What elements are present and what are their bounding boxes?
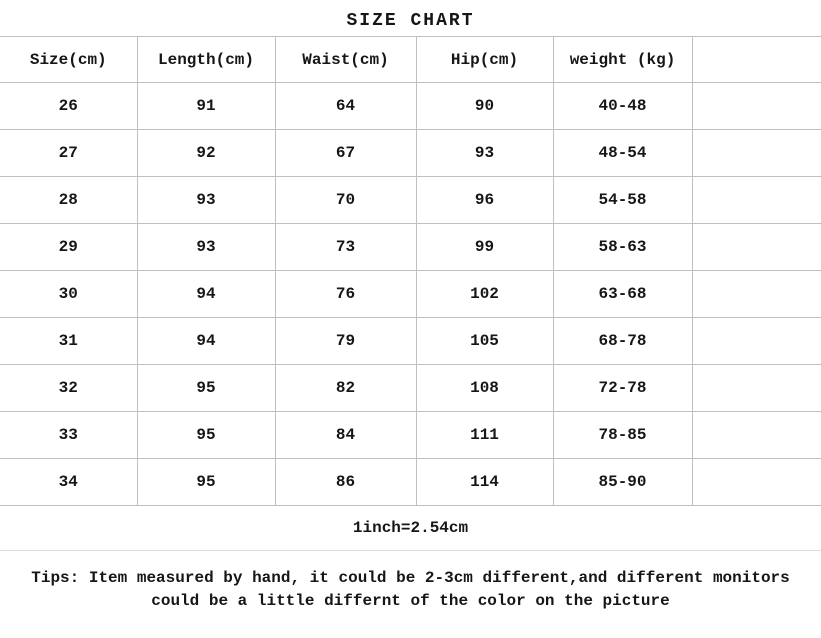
column-header-size: Size(cm) [0,36,138,83]
cell-empty [691,317,821,365]
cell-weight: 63-68 [552,270,693,318]
cell-length: 95 [136,458,276,506]
cell-weight: 78-85 [552,411,693,459]
cell-empty [691,458,821,506]
cell-length: 91 [136,82,276,130]
table-row: 33 95 84 111 78-85 [0,411,821,459]
cell-hip: 111 [415,411,554,459]
tips-line-1: Tips: Item measured by hand, it could be… [31,569,790,587]
cell-size: 28 [0,176,138,224]
cell-waist: 70 [274,176,417,224]
cell-size: 34 [0,458,138,506]
column-header-length: Length(cm) [136,36,276,83]
cell-empty [691,176,821,224]
tips-text: Tips: Item measured by hand, it could be… [0,567,821,613]
cell-length: 94 [136,270,276,318]
cell-size: 33 [0,411,138,459]
cell-length: 92 [136,129,276,177]
cell-weight: 40-48 [552,82,693,130]
column-header-hip: Hip(cm) [415,36,554,83]
table-footer: 1inch=2.54cm [0,505,821,551]
cell-waist: 84 [274,411,417,459]
table-row: 28 93 70 96 54-58 [0,176,821,224]
cell-empty [691,364,821,412]
table-row: 29 93 73 99 58-63 [0,223,821,271]
cell-size: 32 [0,364,138,412]
cell-hip: 114 [415,458,554,506]
cell-empty [691,223,821,271]
column-header-waist: Waist(cm) [274,36,417,83]
cell-length: 94 [136,317,276,365]
cell-hip: 99 [415,223,554,271]
cell-waist: 73 [274,223,417,271]
cell-weight: 85-90 [552,458,693,506]
cell-empty [691,411,821,459]
cell-weight: 72-78 [552,364,693,412]
header-row: Size(cm) Length(cm) Waist(cm) Hip(cm) we… [0,36,821,83]
cell-empty [691,82,821,130]
cell-hip: 105 [415,317,554,365]
table-row: 31 94 79 105 68-78 [0,317,821,365]
cell-waist: 82 [274,364,417,412]
conversion-note: 1inch=2.54cm [0,505,821,551]
table-row: 30 94 76 102 63-68 [0,270,821,318]
conversion-row: 1inch=2.54cm [0,505,821,551]
cell-weight: 58-63 [552,223,693,271]
cell-size: 30 [0,270,138,318]
cell-size: 27 [0,129,138,177]
cell-waist: 67 [274,129,417,177]
cell-waist: 76 [274,270,417,318]
cell-size: 29 [0,223,138,271]
cell-length: 95 [136,364,276,412]
cell-length: 93 [136,176,276,224]
cell-weight: 68-78 [552,317,693,365]
cell-waist: 64 [274,82,417,130]
table-row: 27 92 67 93 48-54 [0,129,821,177]
cell-empty [691,129,821,177]
column-header-empty [691,36,821,83]
table-row: 32 95 82 108 72-78 [0,364,821,412]
cell-weight: 54-58 [552,176,693,224]
cell-hip: 108 [415,364,554,412]
table-header: Size(cm) Length(cm) Waist(cm) Hip(cm) we… [0,36,821,83]
cell-hip: 90 [415,82,554,130]
table-row: 26 91 64 90 40-48 [0,82,821,130]
cell-empty [691,270,821,318]
cell-length: 95 [136,411,276,459]
page-title: SIZE CHART [346,11,475,31]
tips-line-2: could be a little differnt of the color … [151,592,670,610]
cell-hip: 102 [415,270,554,318]
column-header-weight: weight (kg) [552,36,693,83]
table-row: 34 95 86 114 85-90 [0,458,821,506]
table-body: 26 91 64 90 40-48 27 92 67 93 48-54 28 9… [0,82,821,506]
cell-waist: 79 [274,317,417,365]
cell-hip: 93 [415,129,554,177]
cell-size: 26 [0,82,138,130]
size-chart-table: Size(cm) Length(cm) Waist(cm) Hip(cm) we… [0,36,821,551]
cell-size: 31 [0,317,138,365]
cell-hip: 96 [415,176,554,224]
cell-waist: 86 [274,458,417,506]
cell-weight: 48-54 [552,129,693,177]
cell-length: 93 [136,223,276,271]
